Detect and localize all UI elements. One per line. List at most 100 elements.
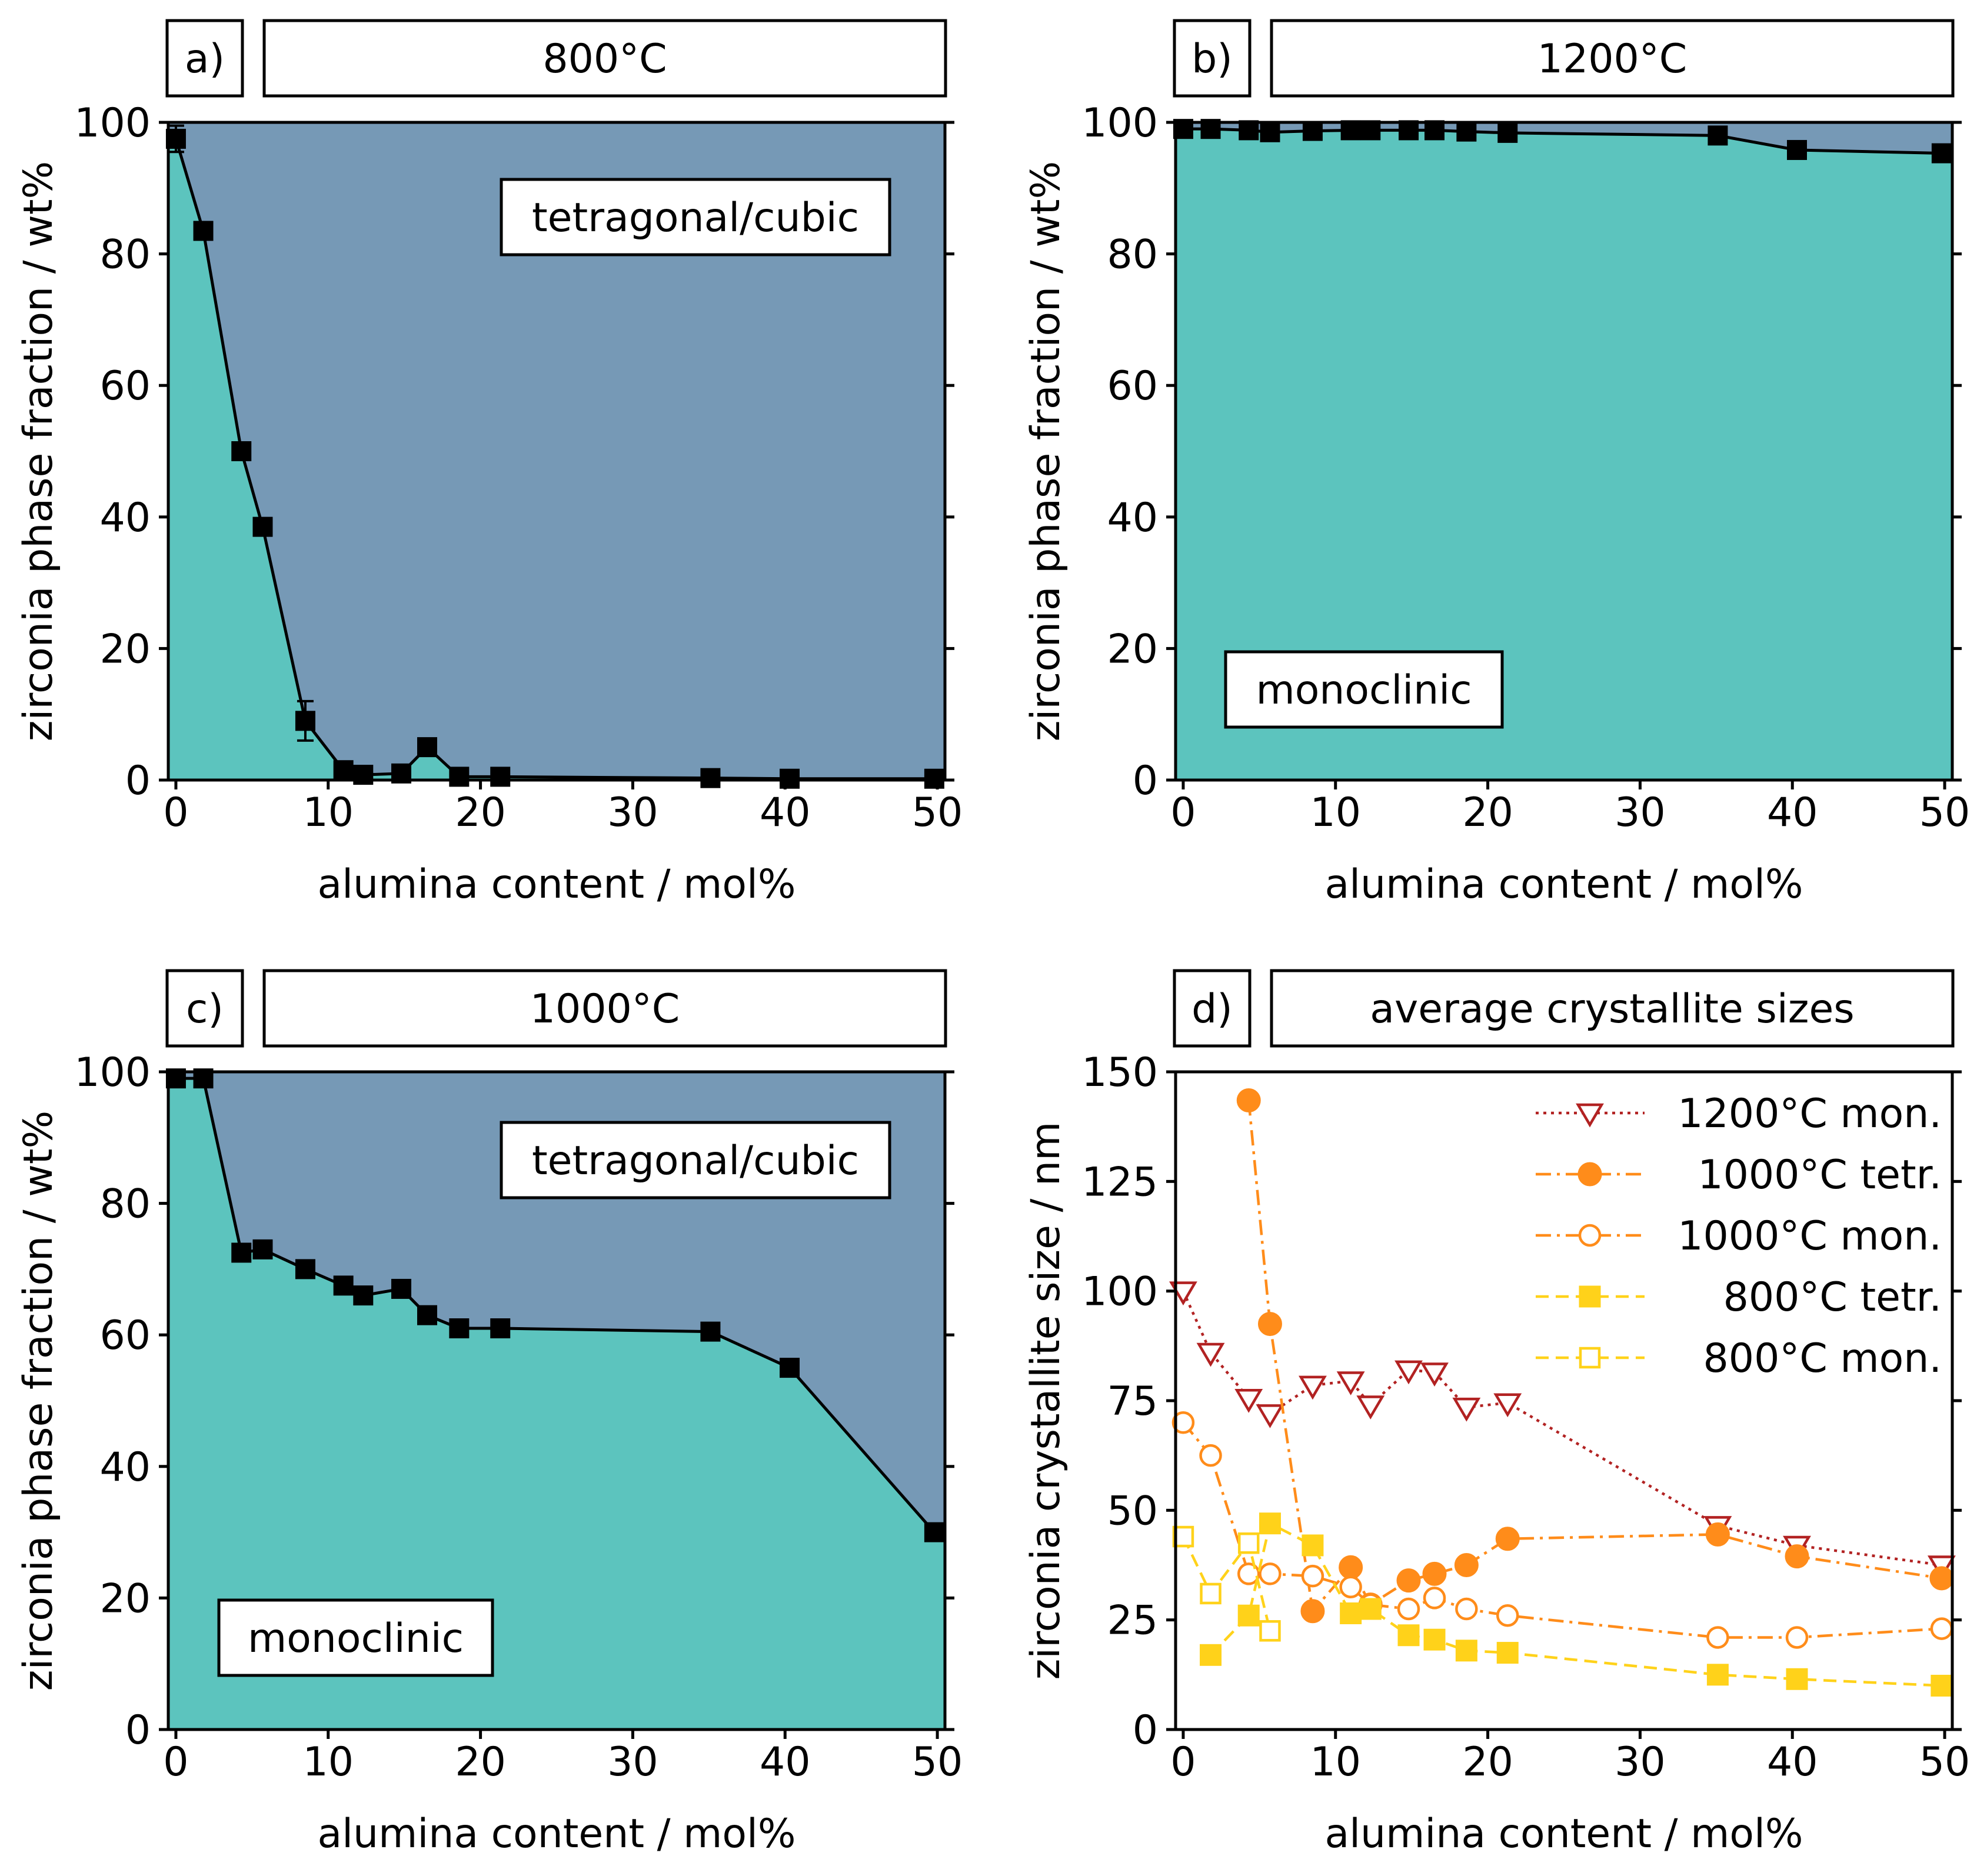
data-point [333, 1275, 354, 1296]
y-tick-label: 0 [1133, 1707, 1158, 1754]
x-tick-label: 50 [1919, 1739, 1971, 1785]
y-tick-label: 100 [1081, 1269, 1158, 1315]
y-axis-label: zirconia phase fraction / wt% [1023, 161, 1069, 741]
plot-frame [167, 1070, 947, 1731]
data-point [1234, 1389, 1263, 1413]
data-point [1171, 1411, 1195, 1434]
x-tick-label: 0 [163, 789, 188, 836]
legend-label: 1000°C tetr. [1698, 1152, 1942, 1198]
legend-label: 800°C mon. [1703, 1335, 1942, 1382]
panel-title-box [262, 19, 947, 98]
panel-label: b) [1191, 36, 1233, 82]
y-tick-label: 80 [99, 1181, 151, 1228]
x-tick-label: 20 [1462, 789, 1513, 836]
x-tick-label: 40 [760, 789, 811, 836]
panel-title: 800°C [542, 36, 667, 82]
x-tick-label: 40 [1767, 789, 1818, 836]
x-tick-label: 40 [1767, 1739, 1818, 1785]
data-point [231, 1242, 252, 1263]
data-point [449, 767, 470, 787]
panel-c: 0 10 20 30 40 50 0 20 40 60 80 100 alumina content /… [15, 969, 963, 1857]
data-point [1260, 122, 1280, 142]
data-point [417, 1305, 437, 1325]
data-point [1931, 1674, 1953, 1697]
panel-label-box [1173, 19, 1252, 98]
data-point [1420, 1362, 1449, 1387]
x-tick-label: 50 [912, 1739, 963, 1785]
data-point [1397, 1624, 1420, 1647]
data-point [1196, 1342, 1225, 1367]
data-point [231, 441, 252, 461]
y-axis-label: zirconia crystallite size / nm [1023, 1122, 1069, 1680]
y-tick-label: 20 [99, 626, 151, 672]
data-point [1396, 1568, 1421, 1593]
y-tick-label: 20 [1107, 626, 1158, 672]
data-point [780, 1358, 800, 1378]
data-point [353, 1285, 374, 1306]
data-point [1394, 1360, 1423, 1385]
data-point [1495, 1527, 1520, 1551]
x-tick-label: 50 [1919, 789, 1971, 836]
region-label-box [1224, 650, 1504, 729]
region-label: monoclinic [1256, 667, 1472, 714]
data-point [1454, 1553, 1479, 1577]
data-point [1785, 1626, 1809, 1649]
data-point [1199, 1444, 1222, 1467]
series-line [1181, 1290, 1942, 1567]
y-tick-label: 80 [1107, 232, 1158, 278]
data-point [1336, 1371, 1365, 1395]
y-tick-label: 60 [99, 363, 151, 409]
data-point [1455, 1597, 1478, 1621]
x-axis-label: alumina content / mol% [317, 861, 796, 908]
data-point [1493, 1393, 1522, 1418]
data-point [252, 1239, 273, 1259]
region-label: tetragonal/cubic [532, 195, 859, 241]
data-point [1786, 1668, 1808, 1690]
y-tick-label: 100 [74, 100, 151, 146]
data-point [490, 1318, 511, 1339]
data-point [1301, 1564, 1324, 1588]
data-point [1705, 1522, 1730, 1547]
panel-label-box [165, 19, 244, 98]
panel-title: 1200°C [1537, 36, 1688, 82]
data-point [1423, 1628, 1446, 1651]
data-point [1930, 1617, 1953, 1640]
panel-label-box [165, 969, 244, 1048]
data-point [1787, 139, 1807, 160]
y-tick-label: 60 [99, 1312, 151, 1359]
x-tick-label: 40 [760, 1739, 811, 1785]
region-label-box [500, 178, 891, 256]
monoclinic-region [1176, 129, 1952, 781]
panel-b: 0 10 20 30 40 50 0 20 40 60 80 100 alumina content /… [1023, 19, 1971, 908]
data-point [252, 517, 273, 537]
y-tick-label: 40 [1107, 495, 1158, 541]
region-label-box [500, 1121, 891, 1199]
panel-title-box [1270, 969, 1955, 1048]
data-point [1452, 1397, 1481, 1422]
x-tick-label: 30 [1615, 1739, 1666, 1785]
y-tick-label: 60 [1107, 363, 1158, 409]
data-point [1356, 1395, 1385, 1420]
data-point [193, 221, 214, 241]
monoclinic-region [168, 1078, 945, 1730]
data-point [1169, 1281, 1197, 1306]
monoclinic-region [168, 138, 945, 781]
panel-label: c) [186, 986, 224, 1032]
legend-label: 800°C tetr. [1723, 1274, 1942, 1321]
data-point [1455, 1640, 1477, 1662]
data-point [1456, 121, 1477, 142]
data-point [1496, 1604, 1519, 1627]
data-point [353, 765, 374, 785]
legend-label: 1000°C mon. [1678, 1213, 1942, 1259]
data-point [1497, 122, 1518, 143]
x-axis-label: alumina content / mol% [1324, 861, 1803, 908]
y-tick-label: 100 [1081, 100, 1158, 146]
data-point [333, 760, 354, 781]
y-tick-label: 0 [125, 758, 151, 804]
y-tick-label: 40 [99, 495, 151, 541]
data-point [1237, 1604, 1260, 1627]
data-point [490, 767, 511, 787]
y-tick-label: 20 [99, 1575, 151, 1622]
data-point [1359, 1598, 1382, 1620]
